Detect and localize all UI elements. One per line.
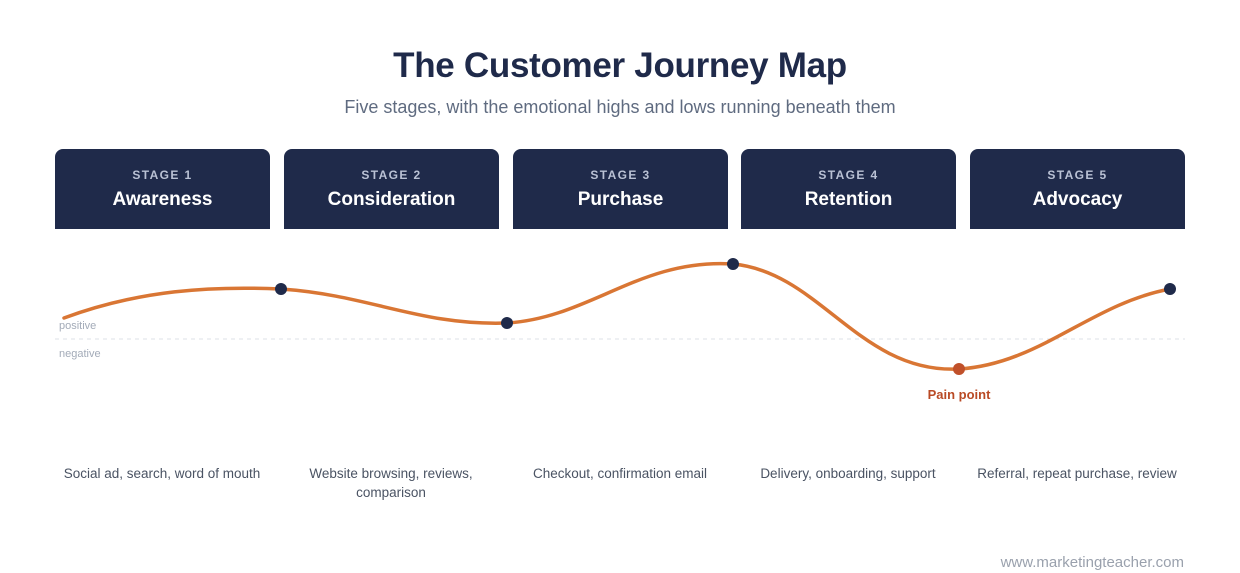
touchpoints-awareness: Social ad, search, word of mouth — [63, 466, 261, 481]
pain-point-label: Pain point — [927, 387, 991, 402]
stage-card-retention: STAGE 4 Retention — [741, 149, 956, 229]
stage-name: Advocacy — [1032, 189, 1123, 210]
stage-name: Consideration — [327, 189, 456, 210]
stage-marker-awareness — [275, 283, 287, 295]
touchpoints-purchase: Checkout, confirmation email — [532, 466, 708, 481]
emotion-curve — [62, 261, 1172, 371]
stage-card-consideration: STAGE 2 Consideration — [284, 149, 499, 229]
touchpoints-retention: Delivery, onboarding, support — [760, 466, 936, 481]
stage-number: STAGE 4 — [818, 168, 879, 182]
page-title: The Customer Journey Map — [393, 46, 847, 85]
stage-name: Purchase — [577, 189, 664, 210]
stage-marker-advocacy — [1164, 283, 1176, 295]
stage-number: STAGE 5 — [1047, 168, 1108, 182]
stage-card-purchase: STAGE 3 Purchase — [513, 149, 728, 229]
stage-number: STAGE 1 — [132, 168, 193, 182]
touchpoints-advocacy: Referral, repeat purchase, review — [977, 466, 1177, 481]
stage-marker-purchase — [727, 258, 739, 270]
stage-number: STAGE 2 — [361, 168, 422, 182]
pain-point-marker — [953, 363, 965, 375]
stage-marker-consideration — [501, 317, 513, 329]
touchpoints-consideration: Website browsing, reviews, comparison — [309, 466, 473, 500]
footer-source: www.marketingteacher.com — [1000, 554, 1184, 571]
stage-number: STAGE 3 — [590, 168, 651, 182]
stage-card-advocacy: STAGE 5 Advocacy — [970, 149, 1185, 229]
stage-name: Awareness — [112, 189, 213, 210]
negative-label: negative — [59, 348, 101, 360]
page-subtitle: Five stages, with the emotional highs an… — [344, 97, 896, 117]
stage-name: Retention — [804, 189, 893, 210]
stage-card-awareness: STAGE 1 Awareness — [55, 149, 270, 229]
positive-label: positive — [59, 320, 97, 332]
